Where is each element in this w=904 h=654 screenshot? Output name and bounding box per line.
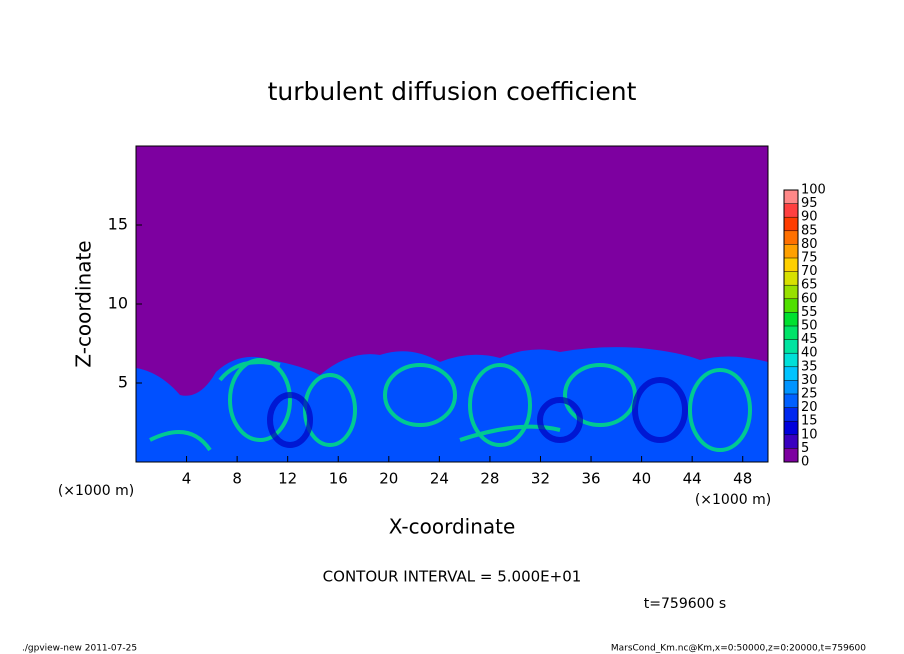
x-tick-label: 4 (182, 470, 192, 488)
colorbar-bin (784, 298, 798, 313)
colorbar-label: 60 (801, 291, 818, 306)
colorbar-bin (784, 353, 798, 367)
colorbar-label: 50 (801, 319, 818, 334)
colorbar-label: 95 (801, 196, 818, 211)
colorbar-bin (784, 339, 798, 354)
field (136, 347, 768, 462)
colorbar-bin (784, 230, 798, 245)
x-tick-label: 16 (329, 470, 348, 488)
colorbar-bin (784, 434, 798, 449)
colorbar-label: 80 (801, 237, 818, 252)
colorbar-label: 30 (801, 373, 818, 388)
contour-note: CONTOUR INTERVAL = 5.000E+01 (323, 568, 582, 586)
colorbar-bin (784, 394, 798, 408)
colorbar-label: 15 (801, 414, 818, 429)
time-label: t=759600 s (644, 596, 726, 612)
colorbar-bin (784, 380, 798, 394)
colorbar-bin (784, 285, 798, 299)
x-tick-label: 32 (531, 470, 550, 488)
colorbar-bin (784, 217, 798, 231)
colorbar-label: 10 (801, 427, 818, 442)
colorbar-bin (784, 448, 798, 462)
x-axis-label: X-coordinate (389, 515, 516, 539)
x-unit: (×1000 m) (695, 492, 771, 508)
y-axis-label: Z-coordinate (72, 240, 96, 367)
colorbar-label: 35 (801, 359, 818, 374)
colorbar-label: 70 (801, 264, 818, 279)
colorbar-label: 65 (801, 278, 818, 293)
x-tick-label: 44 (683, 470, 702, 488)
colorbar-label: 5 (801, 441, 809, 456)
colorbar-bin (784, 407, 798, 422)
colorbar-bin (784, 190, 798, 204)
y-tick-label: 15 (108, 215, 128, 234)
x-tick-label: 20 (379, 470, 398, 488)
y-unit: (×1000 m) (58, 483, 134, 499)
x-tick-label: 12 (278, 470, 297, 488)
x-tick-label: 36 (581, 470, 600, 488)
colorbar-label: 85 (801, 223, 818, 238)
colorbar-label: 45 (801, 332, 818, 347)
colorbar-bin (784, 421, 798, 435)
colorbar-bin (784, 244, 798, 258)
x-tick-label: 40 (632, 470, 651, 488)
colorbar-label: 40 (801, 346, 818, 361)
colorbar-label: 0 (801, 455, 809, 470)
x-tick-label: 28 (480, 470, 499, 488)
colorbar-bin (784, 366, 798, 381)
colorbar-bin (784, 326, 798, 340)
x-tick-label: 24 (430, 470, 449, 488)
colorbar-label: 20 (801, 400, 818, 415)
y-tick-label: 5 (118, 373, 128, 392)
colorbar-bin (784, 203, 798, 218)
colorbar-label: 55 (801, 305, 818, 320)
x-tick-label: 8 (232, 470, 242, 488)
colorbar-label: 90 (801, 210, 818, 225)
colorbar-label: 75 (801, 251, 818, 266)
colorbar-bin (784, 258, 798, 272)
footer-left: ./gpview-new 2011-07-25 (22, 644, 137, 654)
colorbar-bin (784, 312, 798, 326)
colorbar-bin (784, 271, 798, 286)
chart-title: turbulent diffusion coefficient (268, 77, 637, 106)
y-tick-label: 10 (108, 294, 128, 313)
colorbar-label: 25 (801, 387, 818, 402)
x-tick-label: 48 (733, 470, 752, 488)
footer-right: MarsCond_Km.nc@Km,x=0:50000,z=0:20000,t=… (611, 644, 866, 654)
colorbar-label: 100 (801, 183, 826, 198)
